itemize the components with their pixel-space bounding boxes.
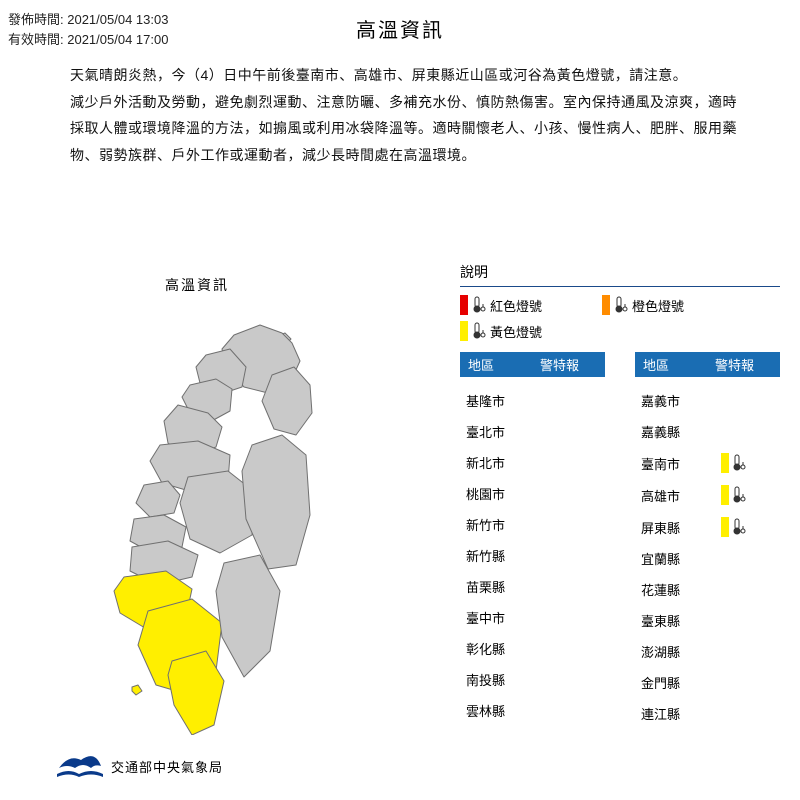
table-row: 澎湖縣 — [635, 636, 780, 667]
region-name: 雲林縣 — [460, 701, 530, 720]
region-col-left: 地區 警特報 基隆市臺北市新北市桃園市新竹市新竹縣苗栗縣臺中市彰化縣南投縣雲林縣 — [460, 352, 605, 729]
table-row: 新竹縣 — [460, 540, 605, 571]
region-name: 基隆市 — [460, 391, 530, 410]
region-name: 彰化縣 — [460, 639, 530, 658]
table-row: 花蓮縣 — [635, 574, 780, 605]
region-alert — [705, 453, 780, 473]
alert-swatch — [721, 517, 729, 537]
table-row: 南投縣 — [460, 664, 605, 695]
thermometer-icon — [470, 321, 488, 341]
region-alert — [705, 517, 780, 537]
region-name: 苗栗縣 — [460, 577, 530, 596]
header-area: 地區 — [460, 355, 520, 374]
table-row: 臺北市 — [460, 416, 605, 447]
region-name: 金門縣 — [635, 673, 705, 692]
table-row: 臺南市 — [635, 447, 780, 479]
region-name: 高雄市 — [635, 486, 705, 505]
legend-row-2: 黃色燈號 — [460, 321, 780, 341]
legend-yellow-label: 黃色燈號 — [490, 322, 542, 341]
legend-title: 說明 — [460, 262, 780, 282]
table-row: 嘉義縣 — [635, 416, 780, 447]
legend-divider — [460, 286, 780, 287]
red-swatch — [460, 295, 468, 315]
map-title: 高溫資訊 — [165, 275, 229, 295]
region-name: 臺中市 — [460, 608, 530, 627]
region-name: 嘉義縣 — [635, 422, 705, 441]
table-row: 宜蘭縣 — [635, 543, 780, 574]
table-row: 新竹市 — [460, 509, 605, 540]
thermometer-icon — [730, 517, 748, 537]
agency-block: 交通部中央氣象局 — [55, 750, 223, 782]
region-name: 花蓮縣 — [635, 580, 705, 599]
yellow-swatch — [460, 321, 468, 341]
table-row: 苗栗縣 — [460, 571, 605, 602]
region-name: 新竹市 — [460, 515, 530, 534]
thermometer-icon — [730, 453, 748, 473]
taiwan-map — [40, 295, 420, 735]
legend-item-red: 紅色燈號 — [460, 295, 542, 315]
region-name: 澎湖縣 — [635, 642, 705, 661]
map-section: 高溫資訊 — [40, 275, 440, 775]
region-alert — [705, 485, 780, 505]
legend-item-yellow: 黃色燈號 — [460, 321, 542, 341]
agency-logo-icon — [55, 750, 105, 782]
header-alert: 警特報 — [695, 355, 780, 374]
header-area: 地區 — [635, 355, 695, 374]
region-name: 臺東縣 — [635, 611, 705, 630]
region-name: 新竹縣 — [460, 546, 530, 565]
table-row: 屏東縣 — [635, 511, 780, 543]
region-name: 桃園市 — [460, 484, 530, 503]
page-title: 高溫資訊 — [0, 14, 800, 43]
table-row: 金門縣 — [635, 667, 780, 698]
agency-name: 交通部中央氣象局 — [111, 757, 223, 776]
alert-swatch — [721, 453, 729, 473]
legend-row-1: 紅色燈號 橙色燈號 — [460, 295, 780, 315]
advisory-p1: 天氣晴朗炎熱，今（4）日中午前後臺南市、高雄市、屏東縣近山區或河谷為黃色燈號，請… — [70, 62, 750, 89]
region-name: 南投縣 — [460, 670, 530, 689]
table-row: 雲林縣 — [460, 695, 605, 726]
region-name: 臺北市 — [460, 422, 530, 441]
table-row: 基隆市 — [460, 385, 605, 416]
region-name: 屏東縣 — [635, 518, 705, 537]
advisory-p2: 減少戶外活動及勞動，避免劇烈運動、注意防曬、多補充水份、慎防熱傷害。室內保持通風… — [70, 89, 750, 169]
table-row: 臺中市 — [460, 602, 605, 633]
region-table: 地區 警特報 基隆市臺北市新北市桃園市新竹市新竹縣苗栗縣臺中市彰化縣南投縣雲林縣… — [460, 352, 780, 729]
table-row: 彰化縣 — [460, 633, 605, 664]
table-row: 新北市 — [460, 447, 605, 478]
alert-swatch — [721, 485, 729, 505]
region-name: 嘉義市 — [635, 391, 705, 410]
region-name: 宜蘭縣 — [635, 549, 705, 568]
table-row: 連江縣 — [635, 698, 780, 729]
region-header: 地區 警特報 — [460, 352, 605, 377]
orange-swatch — [602, 295, 610, 315]
region-col-right: 地區 警特報 嘉義市嘉義縣臺南市高雄市屏東縣宜蘭縣花蓮縣臺東縣澎湖縣金門縣連江縣 — [635, 352, 780, 729]
table-row: 嘉義市 — [635, 385, 780, 416]
table-row: 桃園市 — [460, 478, 605, 509]
thermometer-icon — [470, 295, 488, 315]
legend-orange-label: 橙色燈號 — [632, 296, 684, 315]
region-name: 新北市 — [460, 453, 530, 472]
legend-item-orange: 橙色燈號 — [602, 295, 684, 315]
legend-section: 說明 紅色燈號 橙色燈號 黃色燈號 — [460, 262, 780, 347]
thermometer-icon — [730, 485, 748, 505]
header-alert: 警特報 — [520, 355, 605, 374]
thermometer-icon — [612, 295, 630, 315]
table-row: 高雄市 — [635, 479, 780, 511]
region-name: 臺南市 — [635, 454, 705, 473]
advisory-text: 天氣晴朗炎熱，今（4）日中午前後臺南市、高雄市、屏東縣近山區或河谷為黃色燈號，請… — [70, 62, 750, 168]
region-name: 連江縣 — [635, 704, 705, 723]
table-row: 臺東縣 — [635, 605, 780, 636]
region-header: 地區 警特報 — [635, 352, 780, 377]
legend-red-label: 紅色燈號 — [490, 296, 542, 315]
